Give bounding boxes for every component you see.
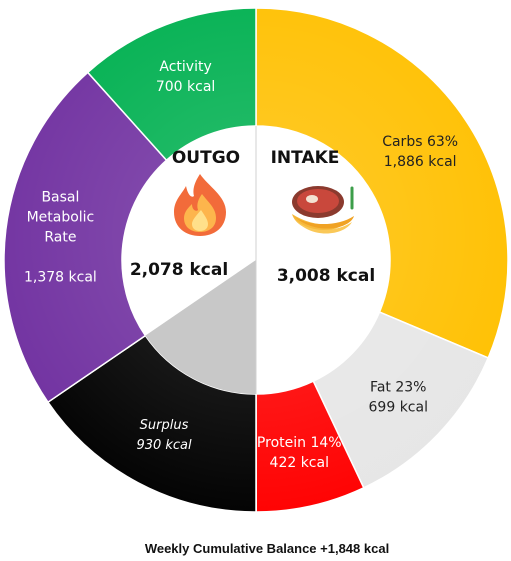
segment-label-line: Fat 23% <box>370 379 426 395</box>
segment-label-line: 700 kcal <box>156 79 215 95</box>
outgo-total: 2,078 kcal <box>130 260 228 280</box>
segment-label-line: Carbs 63% <box>382 134 458 150</box>
segment-labels: Carbs 63% 1,886 kcal Fat 23% 699 kcal Protei… <box>24 59 458 471</box>
segment-label-line: Rate <box>44 229 76 245</box>
segment-label-line: Basal <box>41 189 79 205</box>
segment-label-protein: Protein 14% 422 kcal <box>257 435 342 471</box>
footer-balance: Weekly Cumulative Balance +1,848 kcal <box>145 541 389 556</box>
segment-label-line: 699 kcal <box>369 399 428 415</box>
segment-label-line: Protein 14% <box>257 435 342 451</box>
meat-banana-icon <box>292 186 354 234</box>
segment-label-activity: Activity 700 kcal <box>156 59 215 95</box>
outgo-heading: OUTGO <box>172 148 240 168</box>
segment-label-carbs: Carbs 63% 1,886 kcal <box>382 134 458 170</box>
flame-icon <box>174 174 226 236</box>
segment-surplus-inner <box>145 260 256 394</box>
segment-label-line: 1,378 kcal <box>24 269 97 285</box>
segment-label-line: 422 kcal <box>270 455 329 471</box>
segment-label-surplus: Surplus 930 kcal <box>136 418 192 453</box>
intake-total: 3,008 kcal <box>277 266 375 286</box>
segment-label-line: Metabolic <box>27 209 95 225</box>
segment-label-line: 1,886 kcal <box>384 154 457 170</box>
segment-label-fat: Fat 23% 699 kcal <box>369 379 428 415</box>
segment-label-line: 930 kcal <box>136 438 192 453</box>
intake-heading: INTAKE <box>271 148 340 168</box>
segment-label-line: Surplus <box>140 418 189 433</box>
segment-label-basal-metabolic-rate: Basal Metabolic Rate 1,378 kcal <box>24 189 97 285</box>
segment-label-line: Activity <box>159 59 211 75</box>
